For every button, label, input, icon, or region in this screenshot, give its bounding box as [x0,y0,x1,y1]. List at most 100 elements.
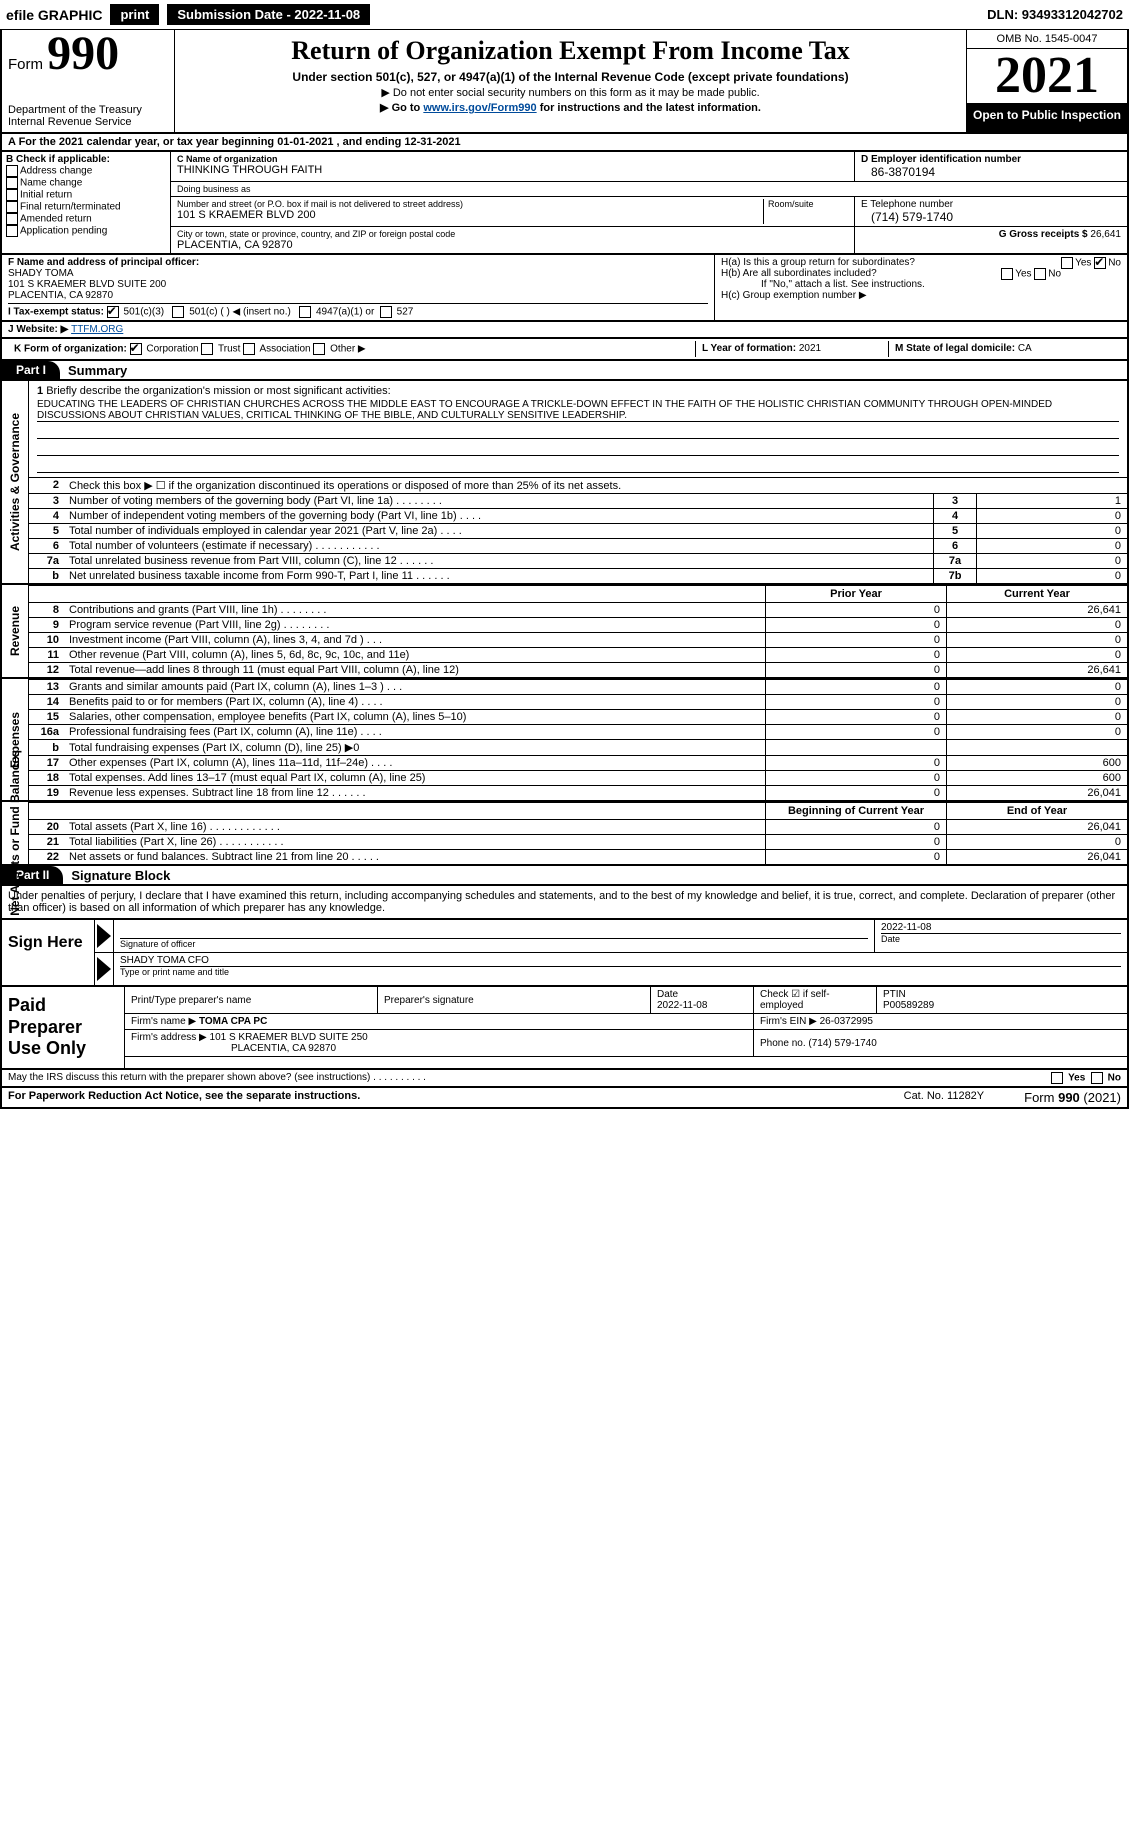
efile-label: efile GRAPHIC [6,7,102,23]
chk-501c[interactable] [172,306,184,318]
g-lbl: G Gross receipts $ [999,229,1088,240]
col-f: F Name and address of principal officer:… [2,255,714,320]
net-block: Net Assets or Fund Balances Beginning of… [0,802,1129,866]
sign-block: Sign Here Signature of officer 2022-11-0… [0,920,1129,987]
chk-assoc[interactable] [243,343,255,355]
form-title: Return of Organization Exempt From Incom… [183,36,958,66]
prep-h2: Preparer's signature [378,987,651,1014]
chk-4947[interactable] [299,306,311,318]
section-bcdeg: B Check if applicable: Address change Na… [0,152,1129,255]
website-link[interactable]: TTFM.ORG [71,324,123,335]
form-header: Form 990 Department of the Treasury Inte… [0,30,1129,134]
footer-left: For Paperwork Reduction Act Notice, see … [8,1090,360,1105]
e-lbl: E Telephone number [861,199,1121,210]
submission-date: Submission Date - 2022-11-08 [167,4,370,25]
chk-527[interactable] [380,306,392,318]
firm-addr1: 101 S KRAEMER BLVD SUITE 250 [210,1032,368,1043]
ha-no[interactable] [1094,257,1106,269]
ha-yes[interactable] [1061,257,1073,269]
arrow-icon [97,924,111,948]
officer-name: SHADY TOMA [8,268,708,279]
cat-no: Cat. No. 11282Y [904,1090,985,1105]
chk-pending[interactable] [6,225,18,237]
ssn-warning: ▶ Do not enter social security numbers o… [183,86,958,99]
header-mid: Return of Organization Exempt From Incom… [175,30,966,132]
date-lbl: Date [881,933,1121,944]
firm-name: TOMA CPA PC [199,1016,267,1027]
prep-h1: Print/Type preparer's name [125,987,378,1014]
print-button[interactable]: print [110,4,159,25]
hb-lbl: H(b) Are all subordinates included? [721,268,877,279]
irs-label: Internal Revenue Service [8,116,168,128]
form-subtitle: Under section 501(c), 527, or 4947(a)(1)… [183,70,958,84]
col-b: B Check if applicable: Address change Na… [2,152,171,253]
chk-name[interactable] [6,177,18,189]
firm-addr2: PLACENTIA, CA 92870 [131,1043,336,1054]
irs-link[interactable]: www.irs.gov/Form990 [423,102,536,114]
sig-officer-lbl: Signature of officer [120,938,868,949]
hc-lbl: H(c) Group exemption number ▶ [721,290,1121,301]
b-item-4: Amended return [20,214,92,225]
footer: For Paperwork Reduction Act Notice, see … [0,1088,1129,1109]
chk-address[interactable] [6,165,18,177]
side-gov: Activities & Governance [2,381,29,583]
q1: Briefly describe the organization's miss… [46,385,390,397]
i-lbl: I Tax-exempt status: [8,307,104,318]
col-h: H(a) Is this a group return for subordin… [714,255,1127,320]
hb2: If "No," attach a list. See instructions… [721,279,1121,290]
header-left: Form 990 Department of the Treasury Inte… [2,30,175,132]
chk-corp[interactable] [130,343,142,355]
exp-block: Expenses 13Grants and similar amounts pa… [0,679,1129,802]
rev-table: Prior Year Current Year 8Contributions a… [29,585,1127,677]
part1-title: Summary [68,363,127,378]
part2-header: Part II Signature Block [0,866,1129,886]
b-label: B Check if applicable: [6,154,166,165]
opt-4947: 4947(a)(1) or [316,307,374,318]
firm-phone: (714) 579-1740 [808,1038,876,1049]
b-item-5: Application pending [20,226,107,237]
chk-501c3[interactable] [107,306,119,318]
firm-ein: 26-0372995 [820,1016,873,1027]
gross-receipts: 26,641 [1090,229,1121,240]
may-q: May the IRS discuss this return with the… [8,1072,426,1084]
b-item-1: Name change [20,178,82,189]
org-name: THINKING THROUGH FAITH [177,164,848,176]
k-lbl: K Form of organization: [14,344,127,355]
chk-initial[interactable] [6,189,18,201]
net-table: Beginning of Current Year End of Year 20… [29,802,1127,864]
gov-table: 2Check this box ▶ ☐ if the organization … [29,477,1127,583]
may-discuss: May the IRS discuss this return with the… [0,1070,1129,1088]
preparer-label: Paid Preparer Use Only [2,987,125,1068]
room-lbl: Room/suite [768,199,848,209]
opt-527: 527 [397,307,414,318]
row-klm: K Form of organization: Corporation Trus… [0,339,1129,361]
chk-amended[interactable] [6,213,18,225]
hb-no[interactable] [1034,268,1046,280]
form-number: 990 [47,27,119,80]
b-item-2: Initial return [20,190,72,201]
d-lbl: D Employer identification number [861,154,1121,165]
ein: 86-3870194 [861,165,1121,179]
officer-addr2: PLACENTIA, CA 92870 [8,290,708,301]
chk-final[interactable] [6,201,18,213]
chk-other[interactable] [313,343,325,355]
chk-trust[interactable] [201,343,213,355]
c-name-lbl: C Name of organization [177,154,848,164]
j-lbl: J Website: ▶ [8,324,68,335]
city-lbl: City or town, state or province, country… [177,229,848,239]
col-cd: C Name of organization THINKING THROUGH … [171,152,1127,253]
part1-header: Part I Summary [0,361,1129,381]
exp-table: 13Grants and similar amounts paid (Part … [29,679,1127,800]
prep-date: 2022-11-08 [657,1000,707,1011]
sign-here-label: Sign Here [2,920,95,985]
beg-hdr: Beginning of Current Year [766,803,947,820]
may-yes[interactable] [1051,1072,1063,1084]
section-fh: F Name and address of principal officer:… [0,255,1129,322]
officer-addr1: 101 S KRAEMER BLVD SUITE 200 [8,279,708,290]
may-no[interactable] [1091,1072,1103,1084]
gov-block: Activities & Governance 1 Briefly descri… [0,381,1129,585]
hb-yes[interactable] [1001,268,1013,280]
goto-pre: ▶ Go to [380,102,423,114]
sign-date: 2022-11-08 [881,922,1121,933]
state-domicile: CA [1018,343,1032,354]
